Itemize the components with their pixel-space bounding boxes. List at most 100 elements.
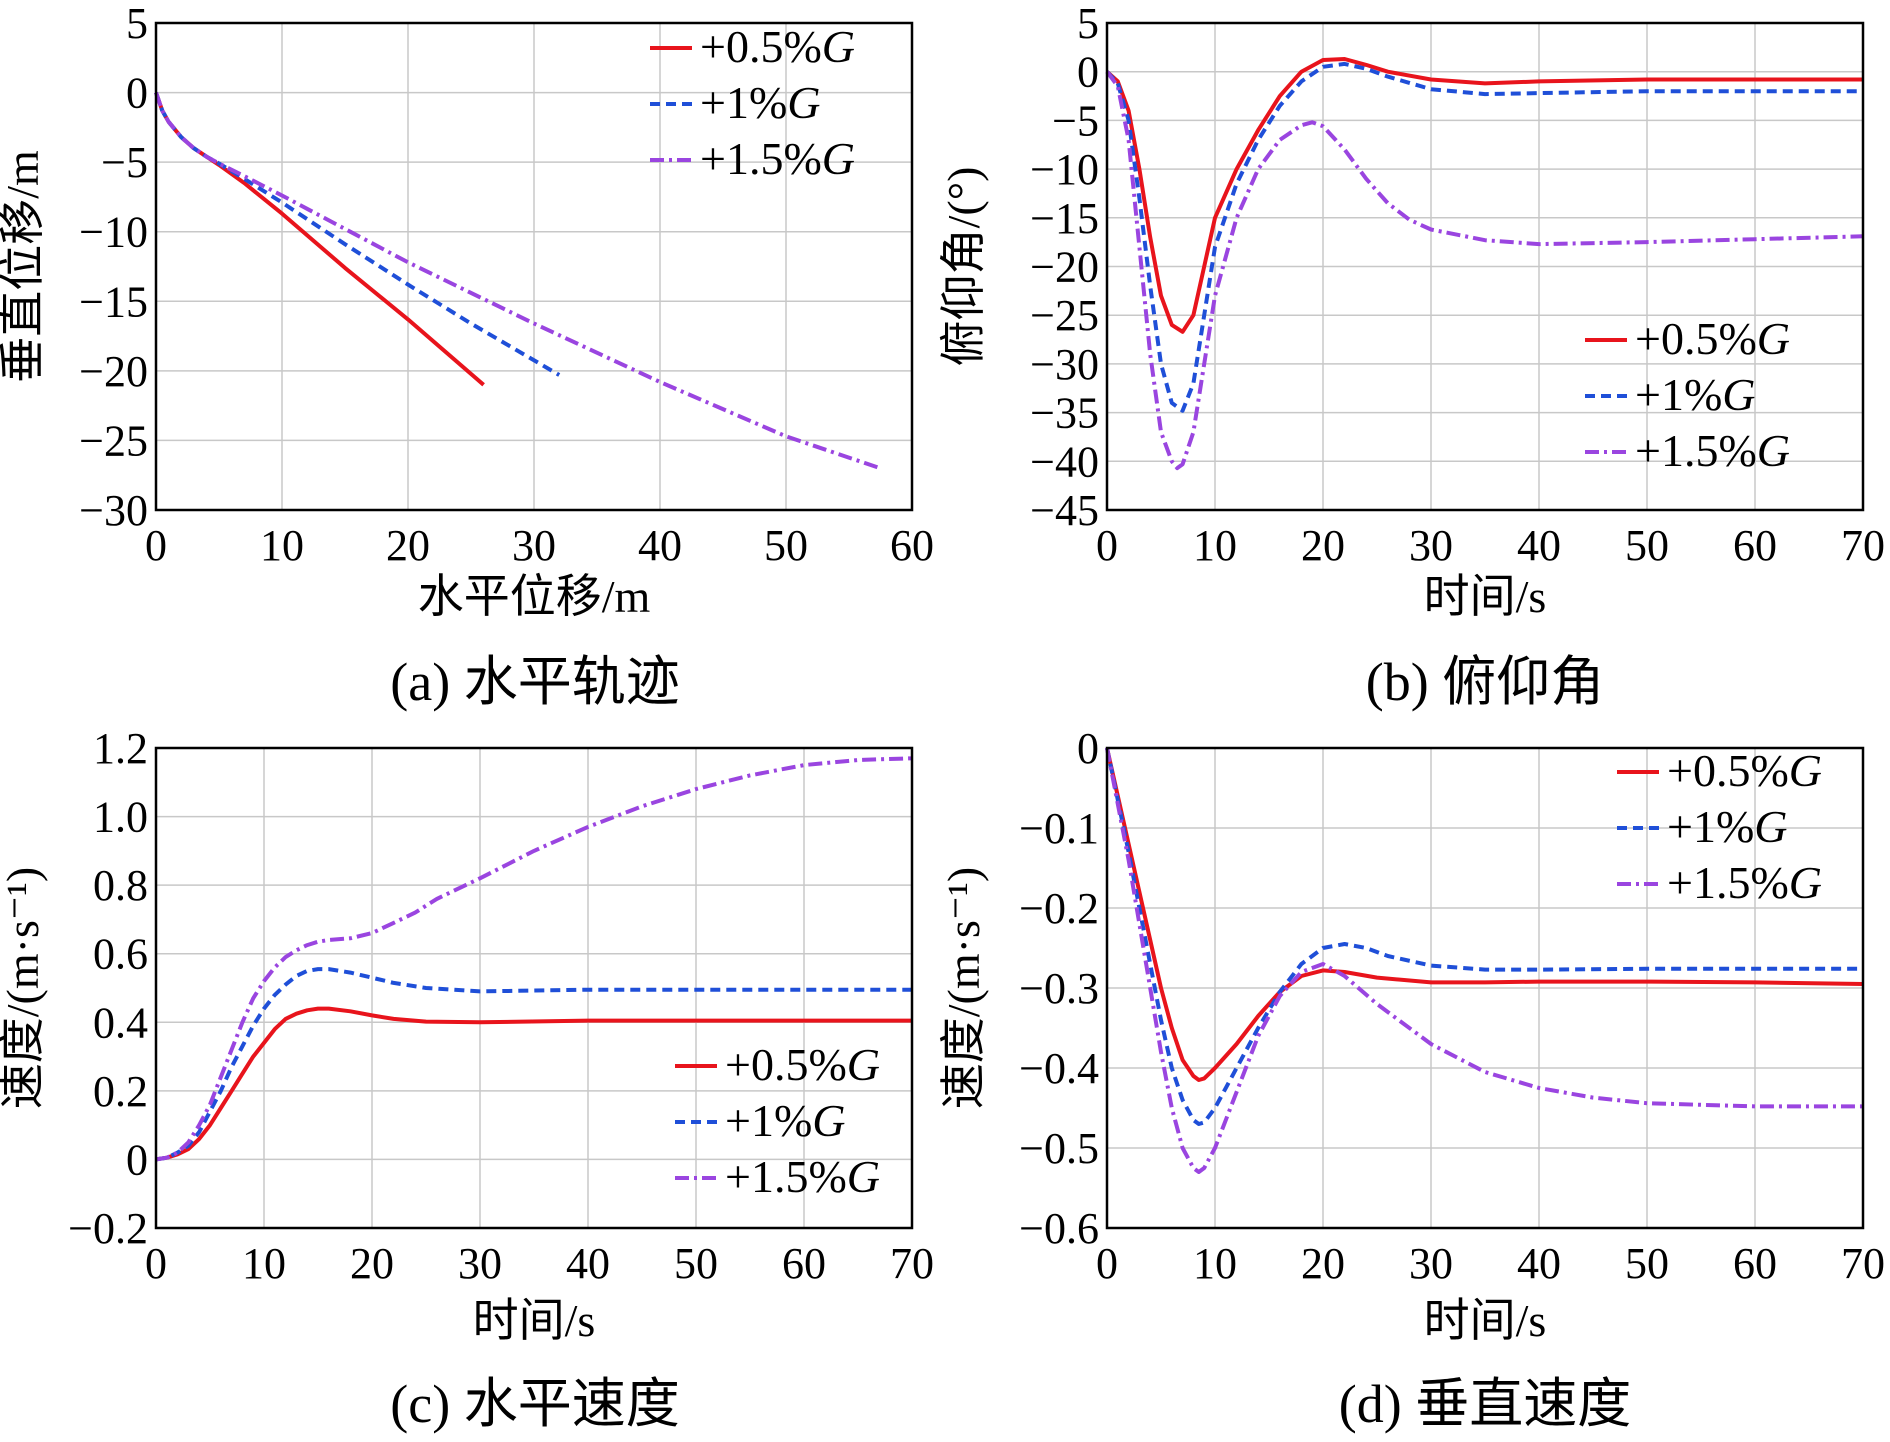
y-axis-label-d: 速度/(m·s⁻¹) [938, 867, 989, 1110]
x-tick-label: 20 [386, 521, 430, 570]
y-tick-label: 0.8 [93, 861, 148, 910]
y-tick-label: −0.5 [1019, 1124, 1099, 1173]
legend-label-a-0: +0.5%G [700, 21, 855, 72]
x-tick-label: 30 [1409, 521, 1453, 570]
panel-b: 0 10 20 30 40 50 60 7050−5−10−15−20−25−30−35−40… [938, 0, 1885, 622]
legend-label-d-2: +1.5%G [1667, 857, 1822, 908]
x-axis-label-d: 时间/s [1424, 1295, 1547, 1346]
y-tick-label: −15 [79, 277, 148, 326]
series-line-d-1 [1105, 747, 1863, 1126]
caption-c: (c) 水平速度 [390, 1374, 679, 1434]
panel-c: 0 10 20 30 40 50 60 701.21.00.80.60.40.20−0.2时间… [0, 724, 934, 1346]
x-tick-label: 10 [1193, 1239, 1237, 1288]
series-line-c-1 [155, 967, 912, 1162]
x-tick-label: 0 [1096, 521, 1118, 570]
y-tick-label: −10 [1030, 145, 1099, 194]
y-tick-label: 5 [1077, 0, 1099, 48]
x-tick-label: 60 [1733, 1239, 1777, 1288]
panel-a: 0 10 20 30 40 50 6050−5−10−15−20−25−30水平位移/m垂直… [0, 0, 934, 622]
legend-label-d-1: +1%G [1667, 801, 1788, 852]
y-tick-label: −5 [101, 138, 148, 187]
y-tick-label: 0.6 [93, 930, 148, 979]
series-line-b-1 [1105, 61, 1863, 413]
panel-d: 0 10 20 30 40 50 60 70 0 −0.1 −0.2 −0.3 −0.4 −0.5 −0.6… [938, 724, 1885, 1346]
y-axis-label-c: 速度/(m·s⁻¹) [0, 867, 48, 1110]
y-tick-label: −20 [1030, 243, 1099, 292]
y-tick-label: −0.3 [1019, 964, 1099, 1013]
legend-label-b-2: +1.5%G [1635, 425, 1790, 476]
y-tick-label: −0.4 [1019, 1044, 1099, 1093]
legend-label-c-0: +0.5%G [725, 1039, 880, 1090]
series-line-b-0 [1105, 57, 1863, 334]
legend-label-c-2: +1.5%G [725, 1151, 880, 1202]
series-line-c-0 [155, 1006, 912, 1162]
x-tick-label: 70 [1841, 521, 1885, 570]
legend-label-a-1: +1%G [700, 77, 821, 128]
x-tick-label: 20 [1301, 521, 1345, 570]
y-tick-label: −0.1 [1019, 804, 1099, 853]
plot-frame-a [154, 21, 914, 512]
y-tick-label: 5 [126, 0, 148, 48]
caption-d: (d) 垂直速度 [1339, 1374, 1631, 1434]
series-line-c-2 [155, 756, 913, 1162]
x-tick-label: 30 [458, 1239, 502, 1288]
plot-frame-c [154, 746, 914, 1230]
y-tick-label: 1.2 [93, 724, 148, 773]
caption-b: (b) 俯仰角 [1366, 652, 1604, 712]
y-tick-label: −0.2 [1019, 884, 1099, 933]
series-line-a-1 [154, 91, 561, 377]
x-axis-label-b: 时间/s [1424, 571, 1547, 622]
y-tick-label: −30 [79, 486, 148, 535]
y-tick-label: −0.2 [68, 1204, 148, 1253]
x-tick-label: 0 [145, 521, 167, 570]
x-tick-label: 10 [242, 1239, 286, 1288]
x-tick-label: 60 [782, 1239, 826, 1288]
series-line-d-2 [1105, 747, 1863, 1174]
y-tick-label: 0.4 [93, 998, 148, 1047]
y-tick-label: −15 [1030, 194, 1099, 243]
y-tick-label: −45 [1030, 486, 1099, 535]
legend-label-a-2: +1.5%G [700, 133, 855, 184]
y-tick-label: −10 [79, 208, 148, 257]
x-tick-label: 40 [566, 1239, 610, 1288]
y-tick-label: 1.0 [93, 793, 148, 842]
y-tick-label: −30 [1030, 340, 1099, 389]
y-tick-label: 0 [126, 1135, 148, 1184]
y-tick-label: −20 [79, 347, 148, 396]
y-axis-label-a: 垂直位移/m [0, 150, 48, 383]
x-tick-label: 0 [1096, 1239, 1118, 1288]
series-line-a-2 [154, 91, 882, 471]
x-axis-label-c: 时间/s [473, 1295, 596, 1346]
x-tick-label: 0 [145, 1239, 167, 1288]
plot-frame-d [1105, 746, 1865, 1230]
x-tick-label: 70 [890, 1239, 934, 1288]
x-tick-label: 20 [1301, 1239, 1345, 1288]
x-tick-label: 10 [260, 521, 304, 570]
legend-label-c-1: +1%G [725, 1095, 846, 1146]
series-line-a-0 [154, 91, 485, 387]
series-line-d-0 [1105, 747, 1864, 1082]
y-tick-label: −0.6 [1019, 1204, 1099, 1253]
legend-label-d-0: +0.5%G [1667, 745, 1822, 796]
x-tick-label: 30 [512, 521, 556, 570]
plot-frame-b [1105, 21, 1865, 512]
x-tick-label: 60 [890, 521, 934, 570]
caption-a: (a) 水平轨迹 [390, 652, 679, 712]
x-tick-label: 50 [1625, 1239, 1669, 1288]
y-tick-label: 0 [1077, 724, 1099, 773]
y-tick-label: −25 [79, 416, 148, 465]
x-tick-label: 20 [350, 1239, 394, 1288]
legend-label-b-1: +1%G [1635, 369, 1756, 420]
x-tick-label: 30 [1409, 1239, 1453, 1288]
y-tick-label: 0 [126, 69, 148, 118]
y-axis-label-b: 俯仰角/(°) [938, 167, 989, 367]
y-tick-label: 0 [1077, 48, 1099, 97]
x-tick-label: 40 [638, 521, 682, 570]
x-axis-label-a: 水平位移/m [418, 571, 651, 622]
legend-label-b-0: +0.5%G [1635, 313, 1790, 364]
x-tick-label: 70 [1841, 1239, 1885, 1288]
x-tick-label: 50 [674, 1239, 718, 1288]
y-tick-label: 0.2 [93, 1067, 148, 1116]
y-tick-label: −35 [1030, 389, 1099, 438]
